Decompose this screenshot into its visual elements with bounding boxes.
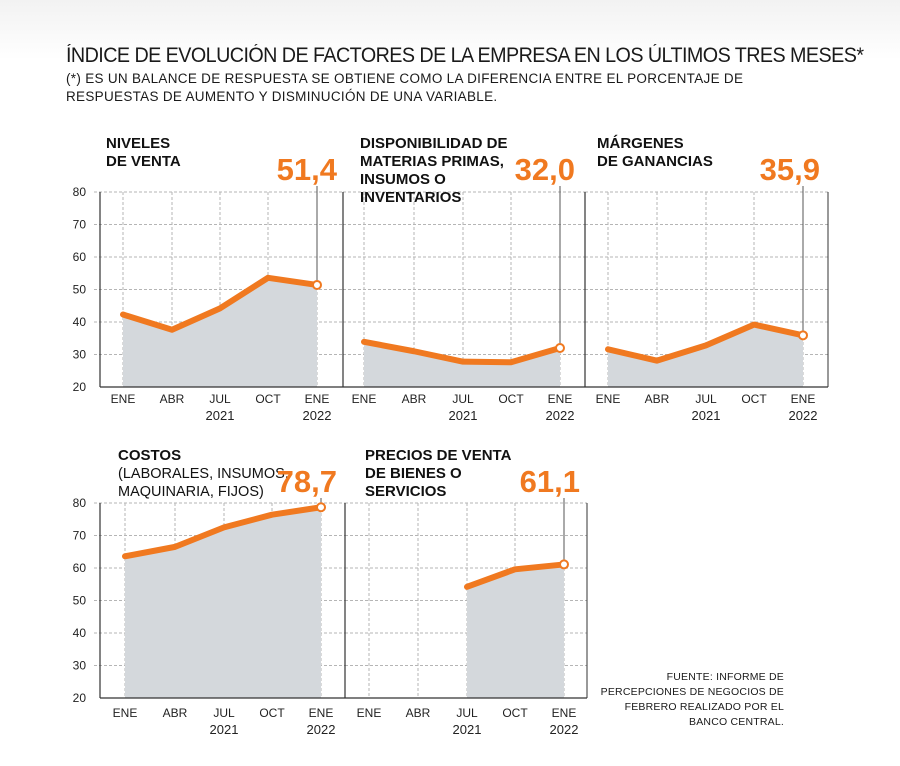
chart-panel-2: ENE ABR JUL OCT ENE 2021 2022 DISPONIBILIDAD DE… xyxy=(342,135,585,423)
year-label: 2022 xyxy=(546,408,575,423)
x-tick-label: ENE xyxy=(309,706,334,720)
y-tick-label: 50 xyxy=(73,283,87,297)
panel-subtitle-line: MAQUINARIA, FIJOS) xyxy=(118,484,264,500)
y-tick-label: 80 xyxy=(73,185,87,199)
panel-title-line: DE BIENES O xyxy=(365,465,462,482)
x-tick-label: ABR xyxy=(402,392,427,406)
panel-title-line: PRECIOS DE VENTA xyxy=(365,447,512,464)
panel-title-line: SERVICIOS xyxy=(365,483,446,500)
chart-panel-5: ENE ABR JUL OCT ENE 2021 2022 PRECIOS DE VENTAD… xyxy=(344,447,588,737)
y-tick-label: 40 xyxy=(73,315,87,329)
y-tick-label: 70 xyxy=(73,529,87,543)
panel-title-line: MÁRGENES xyxy=(597,135,684,152)
y-tick-label: 40 xyxy=(73,626,87,640)
panel-title-line: COSTOS xyxy=(118,447,181,464)
x-tick-label: ENE xyxy=(352,392,377,406)
panel-subtitle-line: (LABORALES, INSUMOS, xyxy=(118,466,289,482)
panel-title-line: INVENTARIOS xyxy=(360,189,461,206)
year-label: 2021 xyxy=(449,408,478,423)
x-tick-label: OCT xyxy=(259,706,285,720)
x-tick-label: ENE xyxy=(596,392,621,406)
series-area xyxy=(123,277,317,387)
series-area xyxy=(608,324,803,387)
y-tick-label: 20 xyxy=(73,380,87,394)
x-tick-label: ENE xyxy=(548,392,573,406)
x-tick-label: OCT xyxy=(498,392,524,406)
year-label: 2022 xyxy=(307,722,336,737)
last-point-marker xyxy=(316,502,326,513)
y-tick-label: 20 xyxy=(73,691,87,705)
panel-title-line: NIVELES xyxy=(106,135,170,152)
series-line xyxy=(120,274,320,333)
chart-title: ÍNDICE DE EVOLUCIÓN DE FACTORES DE LA EM… xyxy=(66,44,864,67)
panel-title-line: DISPONIBILIDAD DE xyxy=(360,135,508,152)
last-point-marker xyxy=(559,559,569,570)
y-tick-label: 30 xyxy=(73,348,87,362)
series-area xyxy=(125,507,321,698)
x-tick-label: ENE xyxy=(357,706,382,720)
x-tick-label: ABR xyxy=(645,392,670,406)
chart-panel-4: 80 70 60 50 40 30 20 ENE ABR JUL OCT ENE 2021 2022 COS… xyxy=(73,447,345,737)
highlight-value: 35,9 xyxy=(760,152,820,187)
highlight-value: 51,4 xyxy=(277,152,338,187)
panel-title-line: MATERIAS PRIMAS, xyxy=(360,153,504,170)
series-line xyxy=(464,561,567,590)
panel-title-line: DE VENTA xyxy=(106,153,181,170)
x-tick-label: ENE xyxy=(552,706,577,720)
x-tick-label: OCT xyxy=(502,706,528,720)
y-tick-label: 60 xyxy=(73,561,87,575)
y-tick-label: 80 xyxy=(73,496,87,510)
x-tick-label: ENE xyxy=(791,392,816,406)
year-label: 2022 xyxy=(550,722,579,737)
x-tick-label: JUL xyxy=(695,392,717,406)
panel-title-line: INSUMOS O xyxy=(360,171,446,188)
series-area xyxy=(467,564,564,698)
x-tick-label: JUL xyxy=(452,392,474,406)
x-tick-label: ABR xyxy=(160,392,185,406)
highlight-value: 78,7 xyxy=(277,464,337,499)
highlight-value: 61,1 xyxy=(520,464,580,499)
chart-panel-1: 80 70 60 50 40 30 20 ENE ABR JUL OCT ENE 2021 2022 NIV… xyxy=(73,135,343,423)
x-tick-label: ABR xyxy=(163,706,188,720)
y-tick-label: 50 xyxy=(73,594,87,608)
year-label: 2021 xyxy=(206,408,235,423)
x-tick-label: JUL xyxy=(213,706,235,720)
x-tick-label: ENE xyxy=(305,392,330,406)
x-tick-label: JUL xyxy=(209,392,231,406)
series-line xyxy=(361,338,563,366)
last-point-marker xyxy=(798,330,808,341)
x-tick-label: OCT xyxy=(741,392,767,406)
highlight-value: 32,0 xyxy=(515,152,575,187)
panel-title-line: DE GANANCIAS xyxy=(597,153,713,170)
last-point-marker xyxy=(312,279,322,290)
x-tick-label: ABR xyxy=(406,706,431,720)
x-tick-label: JUL xyxy=(456,706,478,720)
series-line xyxy=(122,504,324,560)
x-tick-label: ENE xyxy=(111,392,136,406)
year-label: 2022 xyxy=(789,408,818,423)
x-tick-label: OCT xyxy=(255,392,281,406)
year-label: 2021 xyxy=(453,722,482,737)
year-label: 2021 xyxy=(210,722,239,737)
y-tick-label: 70 xyxy=(73,218,87,232)
year-label: 2022 xyxy=(303,408,332,423)
last-point-marker xyxy=(555,343,565,353)
x-tick-label: ENE xyxy=(113,706,138,720)
y-tick-label: 30 xyxy=(73,659,87,673)
year-label: 2021 xyxy=(692,408,721,423)
series-line xyxy=(605,321,806,364)
source-note: FUENTE: INFORME DE PERCEPCIONES DE NEGOC… xyxy=(600,671,784,728)
chart-subtitle: (*) ES UN BALANCE DE RESPUESTA SE OBTIEN… xyxy=(66,71,744,104)
y-tick-label: 60 xyxy=(73,250,87,264)
